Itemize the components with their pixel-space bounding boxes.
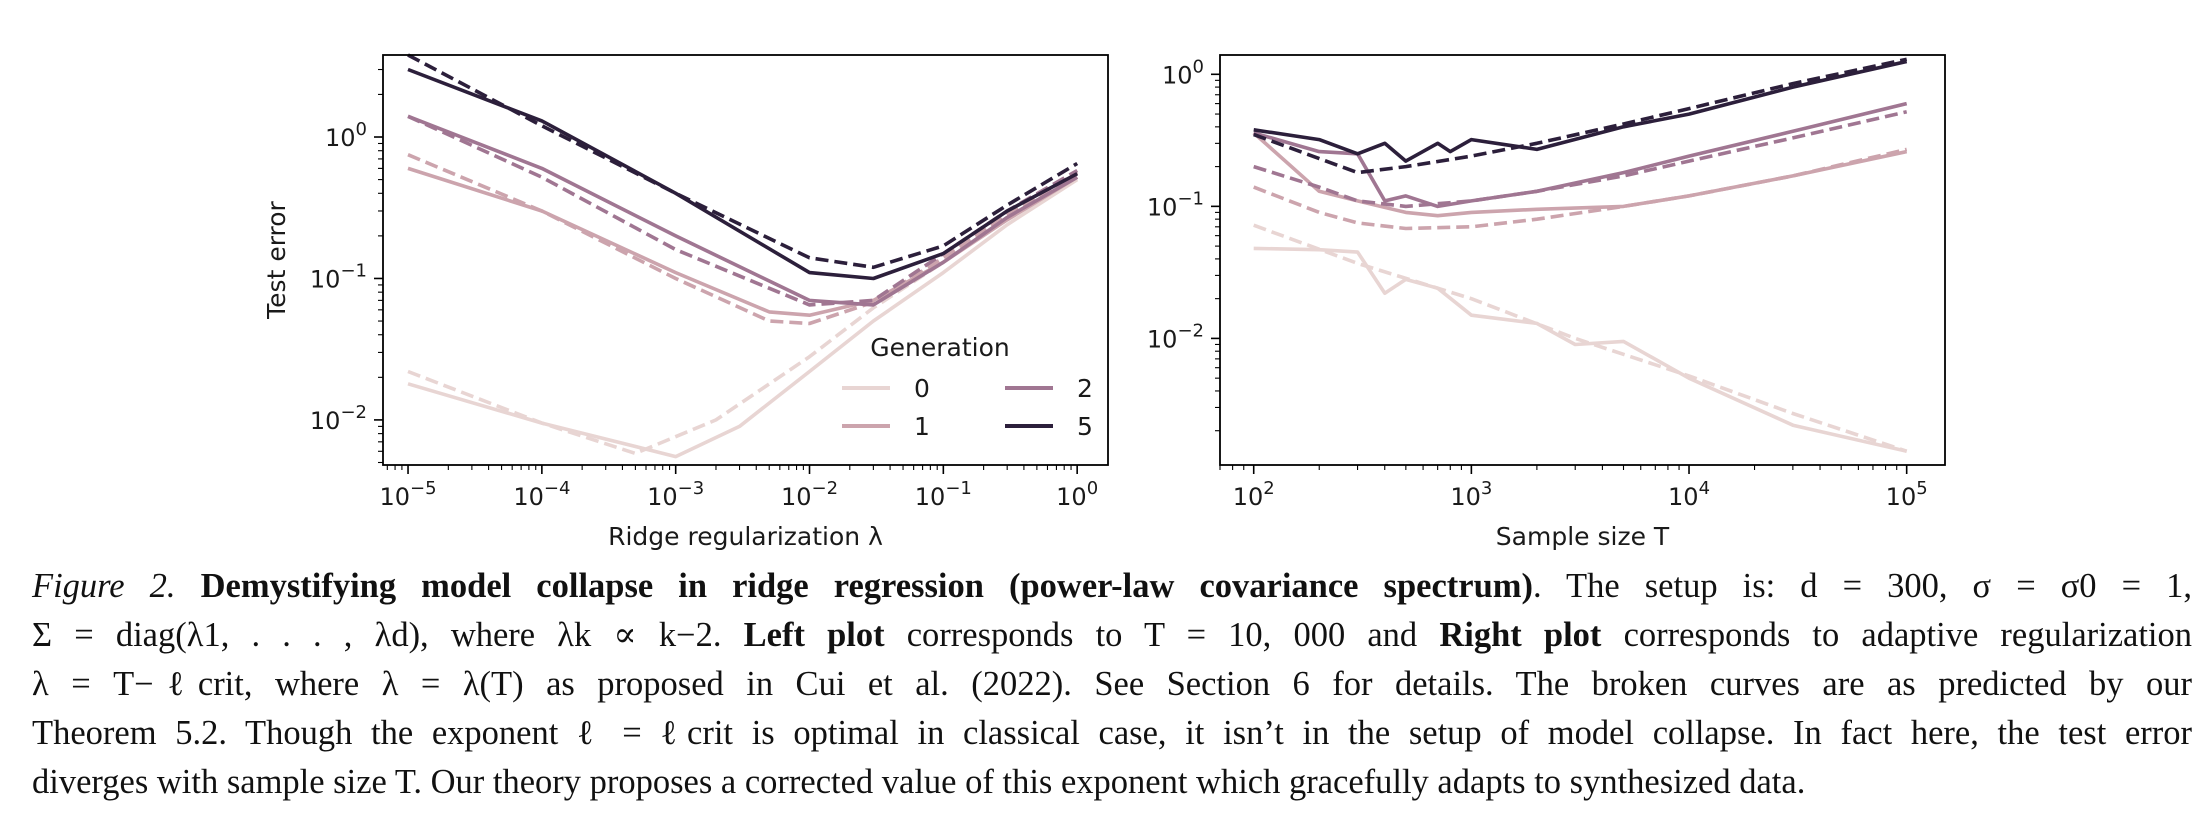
x-tick-label: 10−1: [915, 478, 972, 511]
figure-caption: Figure 2. Demystifying model collapse in…: [32, 562, 2192, 807]
x-tick-label: 100: [1056, 478, 1098, 511]
legend: Generation 0 1 2 5: [842, 333, 1093, 441]
series-gen5-empirical-line: [1253, 59, 1908, 163]
legend-title: Generation: [870, 333, 1009, 362]
legend-label-gen2: 2: [1077, 374, 1093, 403]
series-gen1-empirical-line: [407, 166, 1079, 318]
caption-line2-pre: Σ = diag(λ1, . . . , λd), where λk ∝ k−2…: [32, 616, 744, 654]
caption-line-3: λ = T−ℓcrit, where λ = λ(T) as proposed …: [32, 665, 2192, 703]
y-tick-label: 10−2: [1147, 320, 1204, 353]
series-gen2-theory-line: [407, 114, 1079, 307]
y-axis-label: Test error: [262, 200, 291, 319]
figure-plots: 10−5 10−4 10−3 10−2 10−1 100 10−2 10−1 100 Ridge …: [262, 53, 1946, 551]
caption-line-4: Theorem 5.2. Though the exponent ℓ = ℓcr…: [32, 714, 2192, 752]
caption-line-1: Figure 2. Demystifying model collapse in…: [32, 562, 2192, 611]
series-gen0-empirical-line: [1253, 246, 1908, 453]
series-gen1-theory-line: [407, 153, 1079, 326]
y-tick-label: 10−1: [1147, 188, 1204, 221]
y-tick-label: 100: [325, 119, 367, 152]
series-gen5-theory-line: [407, 53, 1079, 270]
series-gen0-theory-line: [1253, 223, 1908, 453]
x-tick-label: 105: [1886, 478, 1928, 511]
x-tick-label: 104: [1668, 478, 1710, 511]
caption-line-2: Σ = diag(λ1, . . . , λd), where λk ∝ k−2…: [32, 611, 2192, 660]
caption-line2-tail: corresponds to adaptive regularization: [1601, 616, 2192, 654]
series-gen0-empirical-line: [407, 178, 1079, 459]
legend-label-gen1: 1: [914, 412, 930, 441]
caption-title: Demystifying model collapse in ridge reg…: [200, 567, 1533, 605]
x-tick-label: 102: [1233, 478, 1275, 511]
x-axis-label: Sample size T: [1496, 522, 1670, 551]
x-tick-label: 10−3: [647, 478, 704, 511]
y-tick-label: 10−1: [310, 260, 367, 293]
series-gen1-theory-line: [1253, 147, 1908, 231]
x-axis-label: Ridge regularization λ: [608, 522, 883, 551]
legend-label-gen5: 5: [1077, 412, 1093, 441]
plot-frame: [382, 54, 1109, 466]
plot-frame: [1219, 54, 1946, 466]
caption-line2-mid: corresponds to T = 10, 000 and: [884, 616, 1440, 654]
right-plot: 102 103 104 105 10−2 10−1 100 Sample size T: [1147, 54, 1946, 551]
caption-figure-label: Figure 2.: [32, 567, 176, 605]
x-tick-label: 103: [1450, 478, 1492, 511]
left-plot: 10−5 10−4 10−3 10−2 10−1 100 10−2 10−1 100 Ridge …: [262, 53, 1109, 551]
legend-label-gen0: 0: [914, 374, 930, 403]
x-tick-label: 10−5: [379, 478, 436, 511]
series-gen1-empirical-line: [1252, 131, 1908, 218]
y-tick-label: 100: [1162, 56, 1204, 89]
caption-left-plot: Left plot: [743, 616, 885, 654]
x-tick-label: 10−2: [781, 478, 838, 511]
caption-line1-tail: . The setup is: d = 300, σ = σ0 = 1,: [1533, 567, 2193, 605]
y-tick-label: 10−2: [310, 402, 367, 435]
x-tick-label: 10−4: [513, 478, 570, 511]
series-gen5-empirical-line: [407, 67, 1079, 281]
caption-right-plot: Right plot: [1439, 616, 1602, 654]
series-gen2-theory-line: [1253, 110, 1908, 209]
series-gen5-theory-line: [1253, 57, 1908, 175]
caption-line-5: diverges with sample size T. Our theory …: [32, 763, 1806, 801]
series-gen2-empirical-line: [1253, 101, 1908, 209]
